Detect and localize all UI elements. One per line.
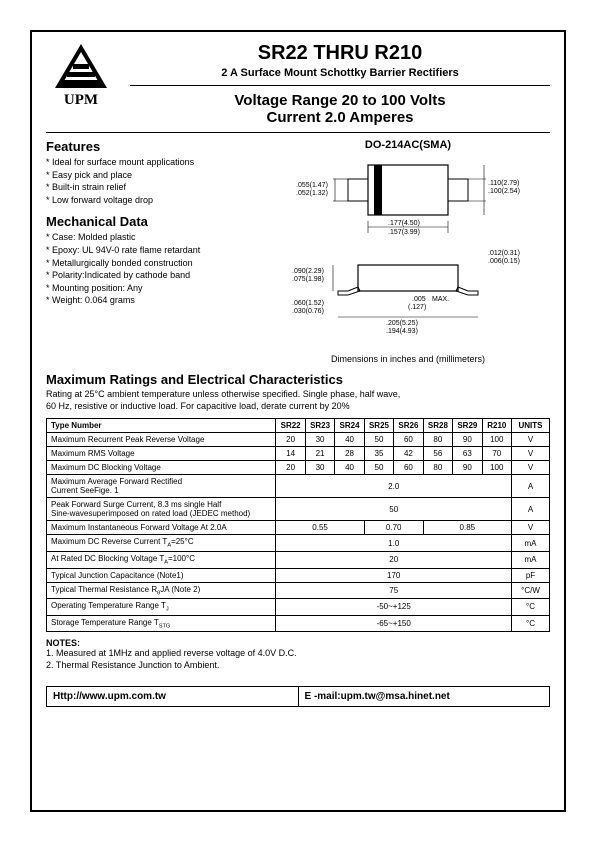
logo-text: UPM <box>64 92 98 109</box>
table-row: Storage Temperature Range TSTG -65~+150 … <box>47 615 550 632</box>
misc-row-2-label: Operating Temperature Range TJ <box>47 599 276 616</box>
table-row: Maximum DC Blocking Voltage 2030 4050 60… <box>47 461 550 475</box>
svg-text:.052(1.32): .052(1.32) <box>296 190 328 197</box>
part-header: SR28 <box>423 419 452 433</box>
svg-text:.012(0.31): .012(0.31) <box>488 250 520 257</box>
table-row: Typical Thermal Resistance RθJA (Note 2)… <box>47 582 550 599</box>
list-item: * Weight: 0.064 grams <box>46 294 256 307</box>
table-row: Maximum Recurrent Peak Reverse Voltage 2… <box>47 433 550 447</box>
svg-text:MAX.: MAX. <box>432 296 449 303</box>
title-range: Voltage Range 20 to 100 Volts <box>130 92 550 109</box>
table-header-row: Type Number SR22 SR23 SR24 SR25 SR26 SR2… <box>47 419 550 433</box>
type-header: Type Number <box>47 419 276 433</box>
svg-text:.205(5.25): .205(5.25) <box>386 320 418 327</box>
footer: Http://www.upm.com.tw E -mail:upm.tw@msa… <box>46 686 550 707</box>
list-item: * Mounting position: Any <box>46 282 256 295</box>
table-row: Peak Forward Surge Current, 8.3 ms singl… <box>47 498 550 521</box>
package-outline-icon: .055(1.47) .052(1.32) .110(2.79) .100(2.… <box>278 155 538 345</box>
part-header: SR29 <box>453 419 482 433</box>
package-title: DO-214AC(SMA) <box>266 139 550 151</box>
title-main: SR22 THRU R210 <box>130 42 550 65</box>
misc-row-1-label: Typical Thermal Resistance RθJA (Note 2) <box>47 582 276 599</box>
part-header: SR25 <box>364 419 393 433</box>
features-mech-col: Features * Ideal for surface mount appli… <box>46 139 256 364</box>
svg-text:.110(2.79): .110(2.79) <box>488 180 519 187</box>
list-item: * Metallurgically bonded construction <box>46 257 256 270</box>
svg-text:.075(1.98): .075(1.98) <box>292 276 324 283</box>
notes-line: 2. Thermal Resistance Junction to Ambien… <box>46 660 550 672</box>
table-row: Maximum DC Reverse Current TA=25°C 1.0 m… <box>47 535 550 552</box>
list-item: * Epoxy: UL 94V-0 rate flame retardant <box>46 244 256 257</box>
table-row: At Rated DC Blocking Voltage TA=100°C 20… <box>47 551 550 568</box>
svg-text:.005: .005 <box>412 296 426 303</box>
logo: UPM <box>46 42 116 109</box>
part-header: SR24 <box>335 419 364 433</box>
title-sub: 2 A Surface Mount Schottky Barrier Recti… <box>130 67 550 79</box>
part-header: SR22 <box>276 419 305 433</box>
svg-text:.006(0.15): .006(0.15) <box>488 258 520 265</box>
part-header: R210 <box>482 419 511 433</box>
mech-heading: Mechanical Data <box>46 214 256 229</box>
features-heading: Features <box>46 139 256 154</box>
table-row: Maximum RMS Voltage 1421 2835 4256 6370 … <box>47 447 550 461</box>
svg-text:.194(4.93): .194(4.93) <box>386 328 418 335</box>
title-block: SR22 THRU R210 2 A Surface Mount Schottk… <box>130 42 550 126</box>
svg-text:.055(1.47): .055(1.47) <box>296 182 328 189</box>
package-drawing: DO-214AC(SMA) .055(1.47) .052(1.32) .110… <box>266 139 550 364</box>
svg-text:(.127): (.127) <box>408 304 426 311</box>
footer-email: E -mail:upm.tw@msa.hinet.net <box>299 687 550 706</box>
list-item: * Polarity:Indicated by cathode band <box>46 269 256 282</box>
logo-triangle-icon <box>53 42 109 90</box>
mid-section: Features * Ideal for surface mount appli… <box>46 139 550 364</box>
ratings-heading: Maximum Ratings and Electrical Character… <box>46 372 550 387</box>
ir-row-1-label: At Rated DC Blocking Voltage TA=100°C <box>47 551 276 568</box>
list-item: * Case: Molded plastic <box>46 231 256 244</box>
svg-text:.100(2.54): .100(2.54) <box>488 188 520 195</box>
features-list: * Ideal for surface mount applications *… <box>46 156 256 206</box>
ir-row-0-label: Maximum DC Reverse Current TA=25°C <box>47 535 276 552</box>
table-row: Operating Temperature Range TJ -50~+125 … <box>47 599 550 616</box>
title-current: Current 2.0 Amperes <box>130 109 550 126</box>
misc-row-3-label: Storage Temperature Range TSTG <box>47 615 276 632</box>
svg-text:.090(2.29): .090(2.29) <box>292 268 324 275</box>
mech-list: * Case: Molded plastic * Epoxy: UL 94V-0… <box>46 231 256 307</box>
footer-url: Http://www.upm.com.tw <box>47 687 299 706</box>
ratings-note: Rating at 25°C ambient temperature unles… <box>46 389 550 412</box>
svg-text:.060(1.52): .060(1.52) <box>292 300 324 307</box>
notes-line: 1. Measured at 1MHz and applied reverse … <box>46 648 550 660</box>
part-header: SR26 <box>394 419 423 433</box>
page-frame: UPM SR22 THRU R210 2 A Surface Mount Sch… <box>30 30 566 812</box>
list-item: * Built-in strain relief <box>46 181 256 194</box>
list-item: * Low forward voltage drop <box>46 194 256 207</box>
header: UPM SR22 THRU R210 2 A Surface Mount Sch… <box>46 42 550 126</box>
svg-text:.030(0.76): .030(0.76) <box>292 308 324 315</box>
list-item: * Easy pick and place <box>46 169 256 182</box>
svg-text:.157(3.99): .157(3.99) <box>388 229 420 236</box>
table-row: Typical Junction Capacitance (Note1) 170… <box>47 568 550 582</box>
table-row: Maximum Average Forward Rectified Curren… <box>47 475 550 498</box>
svg-text:.177(4.50): .177(4.50) <box>388 220 420 227</box>
part-header: SR23 <box>305 419 334 433</box>
notes-heading: NOTES: <box>46 638 550 648</box>
dimension-note: Dimensions in inches and (millimeters) <box>266 354 550 364</box>
list-item: * Ideal for surface mount applications <box>46 156 256 169</box>
unit-header: UNITS <box>512 419 550 433</box>
table-row: Maximum Instantaneous Forward Voltage At… <box>47 521 550 535</box>
spec-table: Type Number SR22 SR23 SR24 SR25 SR26 SR2… <box>46 418 550 632</box>
